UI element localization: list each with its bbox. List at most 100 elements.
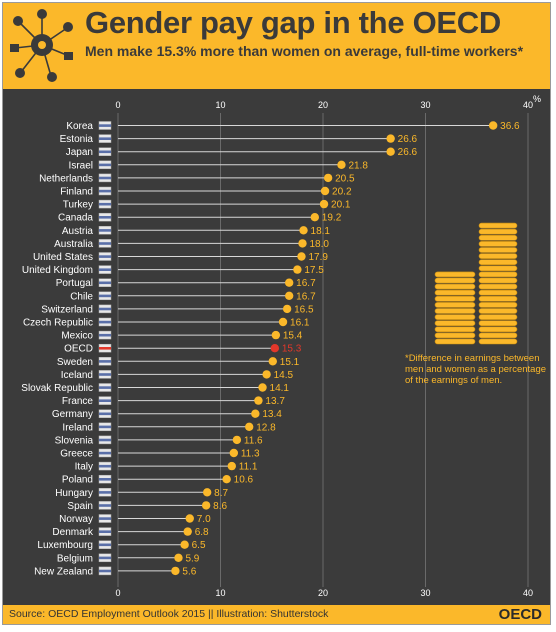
data-label: 14.5: [274, 370, 294, 381]
tick-label-top: 30: [420, 100, 430, 110]
category-label: Italy: [75, 462, 93, 473]
bar-end-dot: [386, 134, 395, 143]
bar-end-dot: [386, 147, 395, 156]
data-label: 15.4: [283, 331, 303, 342]
bar-end-dot: [278, 317, 288, 327]
bar-end-dot: [337, 160, 346, 169]
category-label: Portugal: [56, 278, 93, 289]
category-label: Finland: [60, 187, 93, 198]
bar-end-dot: [271, 330, 281, 340]
bar-row: Poland 10.6: [62, 475, 254, 486]
coin: [434, 332, 476, 339]
flag-stripe: [99, 464, 111, 468]
category-label: Czech Republic: [23, 318, 93, 329]
flag-stripe: [99, 255, 111, 258]
bar-end-dot: [320, 186, 330, 196]
coin: [478, 283, 518, 290]
category-label: Greece: [60, 449, 93, 460]
coin: [478, 235, 518, 241]
data-label: 8.7: [214, 488, 228, 499]
category-label: Korea: [66, 121, 93, 132]
category-label: United Kingdom: [22, 265, 93, 276]
flag-stripe: [99, 399, 111, 402]
category-label: New Zealand: [34, 566, 93, 577]
flag-stripe: [99, 176, 111, 180]
bar-end-dot: [180, 540, 189, 549]
bar-row: Italy 11.1: [75, 462, 258, 473]
category-label: Switzerland: [41, 304, 93, 315]
category-label: Canada: [58, 213, 93, 224]
bar-end-dot: [299, 226, 308, 235]
source-note: Source: OECD Employment Outlook 2015 || …: [9, 608, 329, 620]
data-label: 6.5: [192, 540, 206, 551]
coin: [478, 222, 518, 229]
bar-row: Spain 8.6: [67, 501, 227, 512]
bar-end-dot: [282, 304, 292, 314]
flag-stripe: [99, 347, 111, 350]
category-label: Hungary: [55, 488, 93, 499]
coin: [478, 296, 518, 302]
bar-chart: Korea 36.6 Estonia 26.6 Japan 26.6 Israel 21.8 N…: [21, 94, 541, 598]
footer-banner: Source: OECD Employment Outlook 2015 || …: [3, 605, 550, 624]
coin: [478, 259, 518, 265]
data-label: 13.4: [262, 409, 282, 420]
flag-stripe: [99, 569, 111, 573]
data-label: 21.8: [348, 160, 368, 171]
coin-stacks-illustration: [434, 222, 518, 345]
data-label: 17.9: [308, 252, 328, 263]
bar-row: Canada 19.2: [58, 213, 342, 224]
bar-end-dot: [171, 566, 180, 576]
bar-end-dot: [222, 475, 231, 484]
coin: [434, 326, 476, 333]
bar-end-dot: [297, 252, 306, 261]
bar-row: France 13.7: [62, 396, 285, 407]
data-label: 19.2: [322, 213, 342, 224]
data-label: 11.3: [241, 449, 260, 460]
category-label: Germany: [52, 409, 93, 420]
coin: [478, 332, 518, 339]
category-label: United States: [33, 252, 93, 263]
coin: [434, 277, 476, 284]
bar-row: OECD 15.3: [64, 344, 302, 355]
bar-row: Greece 11.3: [60, 449, 260, 460]
bar-end-dot: [227, 461, 236, 471]
data-label: 5.9: [185, 553, 199, 564]
category-label: Japan: [66, 147, 93, 158]
data-label: 11.1: [239, 462, 258, 473]
coin: [478, 326, 518, 333]
bar-row: Switzerland 16.5: [41, 304, 314, 315]
bar-row: Korea 36.6: [66, 121, 520, 132]
flag-stripe: [99, 556, 111, 560]
flag-stripe: [99, 504, 111, 507]
bar-row: Slovak Republic 14.1: [21, 383, 289, 394]
flag-stripe: [99, 242, 111, 245]
data-label: 16.7: [296, 278, 316, 289]
data-label: 20.2: [332, 187, 352, 198]
category-label: Iceland: [61, 370, 93, 381]
category-label: Norway: [59, 514, 93, 525]
coin: [434, 314, 476, 320]
bar-row: Australia 18.0: [54, 239, 329, 250]
data-label: 20.5: [335, 173, 355, 184]
tick-label-top: 40: [523, 100, 533, 110]
tick-label-bottom: 40: [523, 588, 533, 598]
flag-stripe: [99, 124, 111, 127]
coin: [434, 302, 476, 308]
bar-row: Luxembourg 6.5: [37, 540, 206, 551]
flag-stripe: [99, 189, 111, 193]
data-label: 7.0: [197, 514, 211, 525]
category-label: Denmark: [52, 527, 94, 538]
bar-end-dot: [258, 383, 267, 392]
bar-row: Germany 13.4: [52, 409, 282, 420]
flag-stripe: [99, 307, 111, 311]
data-label: 15.3: [282, 344, 302, 355]
bar-end-dot: [254, 396, 263, 405]
coin: [478, 314, 518, 320]
bar-row: United Kingdom 17.5: [22, 265, 324, 276]
coin: [434, 308, 476, 314]
data-label: 26.6: [398, 134, 418, 145]
bar-row: Chile 16.7: [70, 291, 316, 302]
data-label: 14.1: [270, 383, 290, 394]
network-gears-icon: [10, 9, 73, 82]
coin: [434, 289, 476, 296]
